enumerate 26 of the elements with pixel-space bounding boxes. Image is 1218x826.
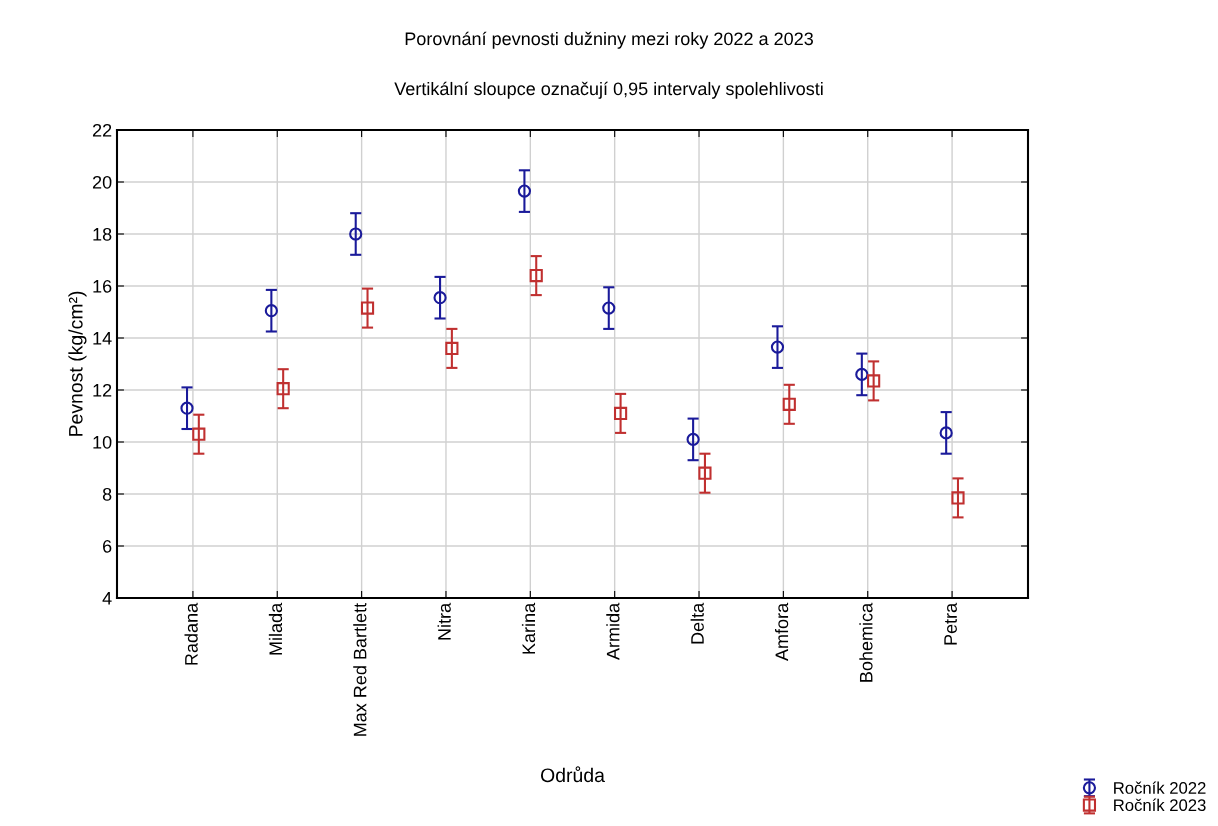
y-tick-label: 12 bbox=[93, 383, 112, 397]
x-tick-label: Amfora bbox=[774, 602, 789, 662]
x-tick-label: Max Red Bartlett bbox=[353, 602, 367, 736]
x-tick-label: Radana bbox=[184, 602, 198, 665]
chart-subtitle: Vertikální sloupce označují 0,95 intervaly spolehlivosti bbox=[394, 81, 823, 99]
x-tick-label: Petra bbox=[944, 602, 957, 645]
x-tick-label: Milada bbox=[268, 602, 283, 655]
y-tick-label: 8 bbox=[102, 487, 112, 501]
y-tick-label: 6 bbox=[103, 539, 112, 553]
y-tick-label: 16 bbox=[93, 279, 112, 293]
x-tick-label: Armida bbox=[606, 602, 620, 661]
legend-label: Ročník 2023 bbox=[1114, 798, 1206, 812]
y-tick-label: 22 bbox=[92, 123, 112, 137]
y-axis-title: Pevnost (kg/cm²) bbox=[68, 291, 87, 436]
x-tick-label: Karina bbox=[521, 602, 536, 654]
y-tick-label: 10 bbox=[93, 435, 112, 449]
x-tick-label: Delta bbox=[690, 602, 704, 644]
y-tick-label: 20 bbox=[92, 175, 112, 189]
x-axis-title: Odrůda bbox=[541, 766, 605, 783]
legend-label: Ročník 2022 bbox=[1114, 781, 1206, 794]
x-tick-label: Bohemica bbox=[859, 602, 873, 682]
y-tick-label: 14 bbox=[93, 332, 112, 345]
y-tick-label: 4 bbox=[102, 592, 112, 605]
x-tick-label: Nitra bbox=[437, 602, 451, 640]
y-tick-label: 18 bbox=[93, 227, 112, 241]
chart-title: Porovnání pevnosti dužniny mezi roky 2022 a 2023 bbox=[405, 31, 813, 49]
